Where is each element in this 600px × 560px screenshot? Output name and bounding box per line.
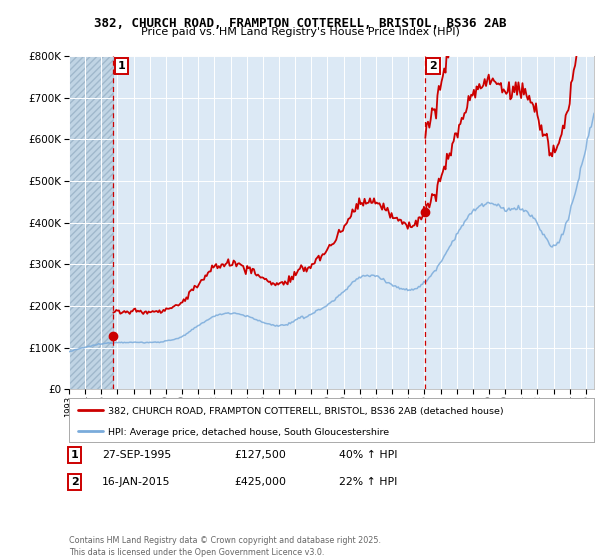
Text: 1: 1 xyxy=(117,61,125,71)
Text: £127,500: £127,500 xyxy=(234,450,286,460)
Text: 2: 2 xyxy=(429,61,437,71)
Text: Contains HM Land Registry data © Crown copyright and database right 2025.
This d: Contains HM Land Registry data © Crown c… xyxy=(69,536,381,557)
Text: 22% ↑ HPI: 22% ↑ HPI xyxy=(339,477,397,487)
Text: 16-JAN-2015: 16-JAN-2015 xyxy=(102,477,170,487)
Text: 40% ↑ HPI: 40% ↑ HPI xyxy=(339,450,397,460)
Text: 382, CHURCH ROAD, FRAMPTON COTTERELL, BRISTOL, BS36 2AB (detached house): 382, CHURCH ROAD, FRAMPTON COTTERELL, BR… xyxy=(109,407,504,416)
Text: Price paid vs. HM Land Registry's House Price Index (HPI): Price paid vs. HM Land Registry's House … xyxy=(140,27,460,37)
Text: HPI: Average price, detached house, South Gloucestershire: HPI: Average price, detached house, Sout… xyxy=(109,428,389,437)
Text: £425,000: £425,000 xyxy=(234,477,286,487)
Text: 382, CHURCH ROAD, FRAMPTON COTTERELL, BRISTOL, BS36 2AB: 382, CHURCH ROAD, FRAMPTON COTTERELL, BR… xyxy=(94,17,506,30)
Text: 1: 1 xyxy=(71,450,79,460)
Text: 27-SEP-1995: 27-SEP-1995 xyxy=(102,450,171,460)
Text: 2: 2 xyxy=(71,477,79,487)
